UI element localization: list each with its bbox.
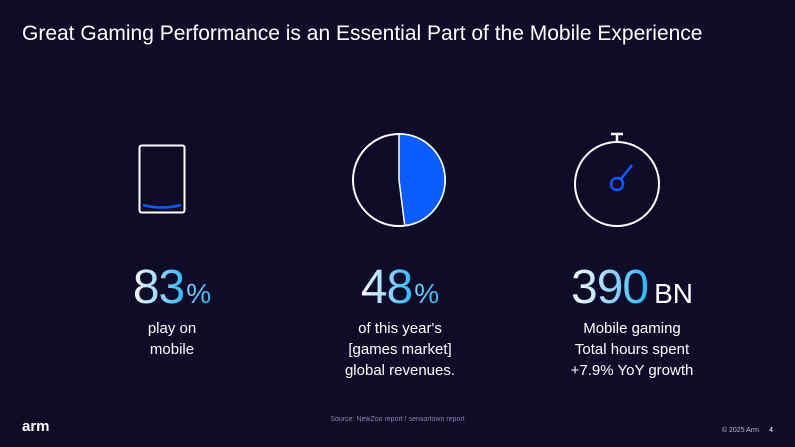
- stat-value: 48 %: [300, 262, 500, 314]
- stat-description-line: play on: [147, 320, 197, 337]
- stat-number: 390: [571, 261, 649, 314]
- stat-number: 83: [132, 261, 185, 314]
- stat-description: Mobile gaming Total hours spent +7.9% Yo…: [532, 318, 732, 381]
- stat-mobile-players: 83 % play on mobile: [72, 262, 272, 360]
- stat-description-line: Mobile gaming: [583, 320, 681, 337]
- stat-description-line: Total hours spent: [574, 341, 690, 358]
- stopwatch-icon: [572, 132, 662, 237]
- pie-slice-mobile: [398, 133, 446, 227]
- stat-market-share: 48 % of this year's [games market] globa…: [300, 262, 500, 381]
- stat-description-line: mobile: [149, 341, 195, 358]
- stat-unit: %: [186, 278, 212, 309]
- phone-icon: [138, 144, 186, 219]
- pie-chart-icon: [351, 132, 447, 233]
- stat-value: 390 BN: [532, 262, 732, 314]
- source-note: Source: NewZoo report / sensortown repor…: [330, 416, 465, 423]
- slide-title: Great Gaming Performance is an Essential…: [22, 22, 703, 45]
- copyright: © 2025 Arm: [721, 427, 759, 434]
- stat-description: play on mobile: [72, 318, 272, 360]
- stat-unit: %: [414, 278, 440, 309]
- stat-value: 83 %: [72, 262, 272, 314]
- stat-description-line: global revenues.: [344, 362, 456, 379]
- stat-hours-spent: 390 BN Mobile gaming Total hours spent +…: [532, 262, 732, 381]
- stat-unit: BN: [654, 278, 693, 309]
- stat-description: of this year's [games market] global rev…: [300, 318, 500, 381]
- stat-number: 48: [360, 261, 413, 314]
- stat-description-line: +7.9% YoY growth: [570, 362, 694, 379]
- arm-logo: arm: [22, 418, 50, 435]
- page-number: 4: [769, 427, 773, 434]
- stat-description-line: [games market]: [348, 341, 452, 358]
- stat-description-line: of this year's: [358, 320, 442, 337]
